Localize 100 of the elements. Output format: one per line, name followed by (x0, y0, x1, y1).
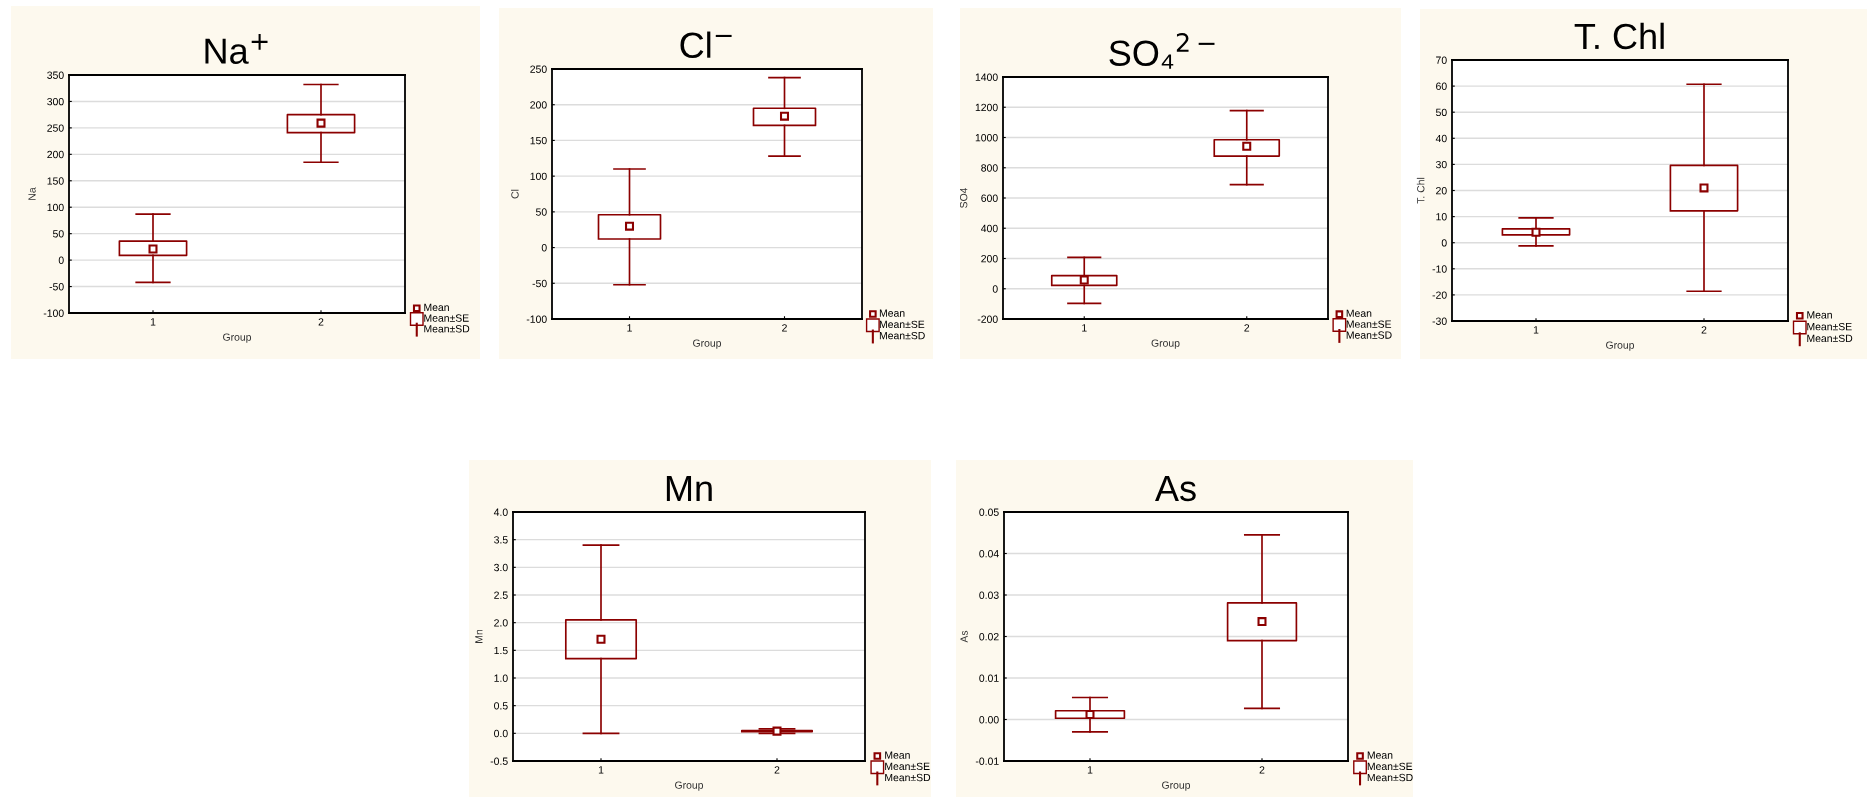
y-axis-title: Na (28, 187, 36, 200)
text: Mean±SD (1807, 334, 1853, 343)
y-tick-label: 1.0 (494, 674, 508, 682)
y-tick-label: 0 (541, 244, 547, 252)
text: Mean±SE (879, 320, 925, 329)
y-axis-title: Mn (475, 629, 483, 643)
y-tick-label: 250 (530, 65, 547, 73)
x-axis-title: Group (1606, 341, 1635, 351)
y-tick-label: 1200 (975, 103, 998, 112)
x-axis-title: Group (1151, 339, 1180, 349)
y-tick-label: 60 (1436, 82, 1447, 90)
y-tick-label: 2.0 (494, 619, 508, 627)
x-axis-title: Group (675, 781, 704, 791)
x-tick-label: 2 (1244, 324, 1250, 332)
x-tick-label: 2 (318, 318, 324, 326)
y-tick-label: 350 (47, 71, 64, 79)
text: Mean±SE (424, 314, 469, 322)
y-tick-label: 250 (47, 124, 64, 132)
x-tick-label: 2 (1259, 766, 1265, 774)
y-tick-label: 40 (1435, 134, 1447, 143)
y-tick-label: 0 (1441, 239, 1447, 247)
y-tick-label: -0.5 (490, 757, 508, 765)
y-tick-label: 0.05 (979, 508, 999, 516)
y-tick-label: 100 (47, 203, 64, 212)
y-tick-label: -0.01 (975, 757, 999, 765)
y-tick-label: 150 (530, 136, 547, 145)
y-tick-label: 0.04 (979, 550, 999, 558)
chart-title: Mn (666, 476, 712, 501)
text: Mean±SE (1807, 322, 1852, 331)
x-tick-label: 1 (150, 318, 156, 326)
y-tick-label: 0.02 (979, 633, 999, 641)
x-tick-label: 1 (1087, 766, 1093, 774)
chart-title: Na$^{+}$ (205, 33, 268, 64)
x-axis-title: Group (693, 339, 722, 349)
y-axis-title: As (960, 630, 968, 643)
y-tick-label: 50 (535, 208, 547, 216)
y-tick-label: 3.5 (494, 536, 508, 544)
y-tick-label: 200 (981, 255, 998, 263)
y-tick-label: 1000 (975, 134, 998, 142)
y-tick-label: 2.5 (494, 591, 508, 599)
x-tick-label: 2 (782, 324, 787, 332)
y-tick-label: 0.5 (494, 702, 508, 710)
text: Mean±SD (1367, 773, 1413, 782)
y-tick-label: 800 (981, 164, 998, 172)
text: Mean±SE (1367, 762, 1413, 771)
y-tick-label: 400 (981, 224, 998, 233)
y-tick-label: -50 (49, 283, 64, 291)
x-tick-label: 1 (1533, 326, 1539, 334)
x-tick-label: 1 (627, 324, 632, 332)
y-tick-label: 0.00 (979, 716, 999, 724)
y-axis-title: Cl (511, 189, 519, 199)
text: Mean±SD (424, 325, 470, 333)
y-tick-label: 0 (58, 256, 64, 264)
y-tick-label: 50 (52, 230, 64, 238)
x-tick-label: 1 (598, 766, 604, 774)
text: Mean (1807, 311, 1832, 319)
x-axis-title: Group (223, 333, 252, 343)
y-tick-label: 1400 (975, 73, 998, 81)
y-tick-label: 0.01 (979, 674, 999, 682)
y-tick-label: 100 (530, 172, 547, 181)
text: Mean±SD (1346, 331, 1392, 339)
y-tick-label: 200 (47, 150, 64, 159)
y-tick-label: 4.0 (493, 508, 508, 516)
y-tick-label: 3.0 (494, 563, 508, 572)
x-tick-label: 2 (1701, 326, 1707, 334)
text: Mean±SD (879, 331, 925, 340)
y-tick-label: -100 (526, 315, 547, 323)
text: Mean (1367, 751, 1393, 759)
text: Mean±SD (885, 773, 931, 782)
y-tick-label: 0.03 (979, 591, 999, 599)
x-tick-label: 1 (1082, 324, 1087, 332)
y-tick-label: 50 (1435, 108, 1447, 117)
y-axis-title: T. Chl (1416, 177, 1425, 204)
text: Mean (1346, 309, 1372, 317)
text: Mean (879, 309, 905, 317)
y-tick-label: 0 (992, 285, 998, 293)
y-tick-label: -200 (977, 315, 998, 323)
y-tick-label: -20 (1432, 291, 1447, 299)
y-axis-title: SO4 (959, 187, 968, 208)
text: Mean±SE (1346, 320, 1392, 328)
x-axis-title: Group (1162, 781, 1191, 791)
y-tick-label: -50 (532, 279, 547, 288)
chart-title: T. Chl (1574, 22, 1664, 50)
y-tick-label: 70 (1436, 56, 1447, 64)
y-tick-label: 300 (47, 97, 64, 106)
x-tick-label: 2 (774, 766, 780, 774)
y-tick-label: 10 (1436, 213, 1447, 221)
y-tick-label: 0.0 (494, 729, 508, 738)
y-tick-label: 200 (530, 101, 547, 109)
y-tick-label: 150 (47, 177, 64, 185)
y-tick-label: 30 (1435, 160, 1447, 169)
y-tick-label: 20 (1436, 187, 1447, 195)
y-tick-label: 1.5 (494, 646, 508, 655)
text: Mean (885, 751, 910, 759)
chart-title: Cl$^{−}$ (680, 31, 732, 59)
text: Mean±SE (885, 762, 930, 771)
y-tick-label: -10 (1432, 265, 1447, 273)
chart-title: As (1155, 476, 1196, 502)
y-tick-label: -30 (1432, 317, 1447, 325)
y-tick-label: 600 (981, 194, 998, 202)
